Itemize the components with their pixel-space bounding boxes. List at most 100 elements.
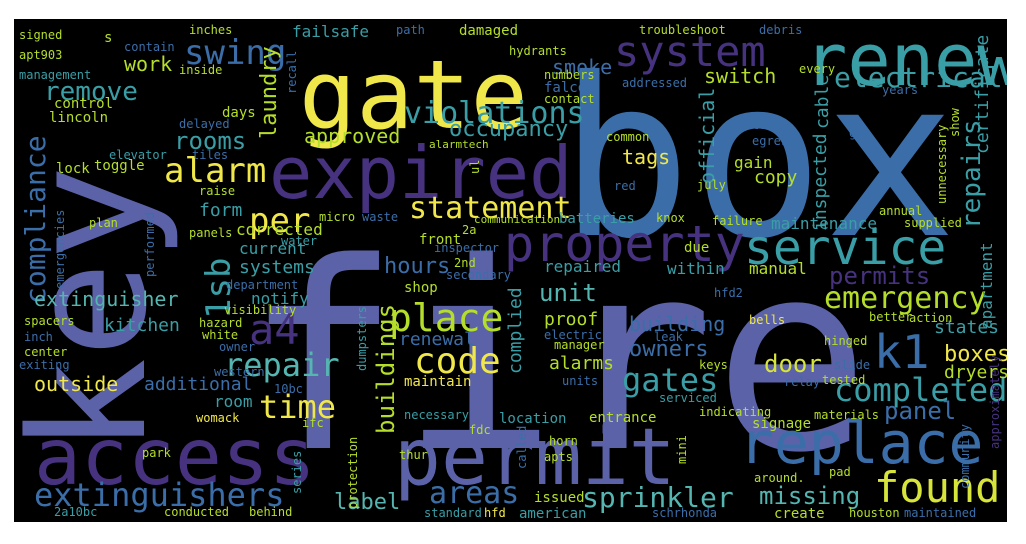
w-leak: leak [654, 330, 683, 344]
w-gas: gas [849, 126, 871, 140]
w-renewal: renewal [399, 329, 475, 350]
w-owners: owners [629, 337, 709, 362]
w-every: every [799, 62, 836, 76]
w-hours: hours [384, 254, 451, 279]
w-buildings: buildings [372, 303, 400, 434]
w-control: control [54, 96, 114, 112]
w-ifc: ifc [302, 416, 324, 430]
w-issued: issued [534, 490, 585, 506]
w-alarmtech: alarmtech [429, 138, 489, 151]
w-laundry: laundry [257, 46, 282, 139]
w-electrical: electrical [834, 61, 1003, 94]
w-lock: lock [56, 161, 90, 177]
w-elevator: elevator [109, 148, 167, 162]
w-troubleshoot: troubleshoot [639, 23, 726, 37]
w-shop: shop [404, 280, 438, 296]
w-batteries: batteries [559, 211, 635, 227]
w-due: due [684, 240, 710, 256]
w-extinguisher: extinguisher [34, 287, 179, 311]
w-10bc: 10bc [274, 382, 303, 396]
w-western: western [214, 365, 265, 379]
w-water: water [281, 234, 318, 248]
w-womack: womack [196, 411, 240, 425]
w-toggle: toggle [94, 158, 145, 174]
w-kitchen: kitchen [104, 315, 180, 336]
w-notify: notify [251, 289, 309, 308]
w-front: front [419, 232, 462, 248]
w-create: create [774, 506, 825, 522]
w-action: action [909, 311, 953, 325]
w-boxes: boxes [944, 342, 1007, 367]
w-recall: recall [285, 50, 299, 94]
w-failure: failure [712, 214, 763, 228]
w-bells: bells [749, 313, 786, 327]
w-fire: fire [244, 208, 871, 510]
w-official: official [695, 87, 719, 184]
w-cable: cable [812, 74, 833, 129]
w-signed: signed [19, 28, 63, 42]
w-code: code [414, 341, 501, 382]
w-panel: panel [884, 397, 957, 425]
w-signage: signage [752, 416, 812, 432]
w-show: show [948, 108, 962, 137]
w-found: found [874, 463, 1001, 512]
w-approximately: approximately [988, 355, 1002, 449]
w-ul: ul [468, 159, 482, 174]
w-gain: gain [734, 153, 773, 172]
w-swing: swing [184, 33, 287, 73]
w-department: department [226, 278, 299, 292]
w-place: place [389, 296, 504, 340]
w-protection: protection [346, 436, 360, 509]
w-waste: waste [362, 210, 399, 224]
w-access: access [34, 413, 316, 503]
w-a4: a4 [249, 305, 300, 354]
w-performed: performed [143, 211, 157, 277]
w-materials: materials [814, 408, 880, 422]
w-replace: replace [739, 409, 984, 477]
w-houston: houston [849, 506, 900, 520]
w-indicating: indicating [699, 405, 772, 419]
w-mini: mini [675, 435, 689, 464]
w-slide: slide [834, 358, 871, 372]
w-apt903: apt903 [19, 48, 63, 62]
w-maintained: maintained [904, 506, 977, 520]
w-falcon: falcon [544, 80, 595, 96]
w-corrected: corrected [236, 220, 323, 239]
w-hinged: hinged [824, 334, 868, 348]
w-electric: electric [544, 328, 602, 342]
w-entrance: entrance [589, 410, 657, 426]
w-units: units [562, 374, 599, 388]
w-alarm: alarm [164, 151, 267, 191]
w-areas: areas [429, 476, 520, 511]
w-label: label [334, 490, 401, 515]
w-extinguishers: extinguishers [34, 476, 285, 514]
w-american: american [519, 506, 587, 522]
word-cloud: key box fire gate renew system expired p… [14, 19, 1007, 522]
w-contain: contain [124, 40, 175, 54]
w-damaged: damaged [459, 23, 519, 39]
w-apartment: apartment [977, 242, 996, 329]
w-k1: k1 [874, 325, 930, 379]
w-secondary: secondary [446, 268, 512, 282]
w-pad: pad [829, 465, 851, 479]
w-compliance: compliance [19, 135, 52, 304]
w-flow: flow [622, 115, 651, 129]
w-thur: thur [399, 448, 428, 462]
w-delayed: delayed [179, 117, 230, 131]
w-2a10bc: 2a10bc [54, 505, 98, 519]
w-gate: gate [299, 41, 528, 151]
w-complied: complied [505, 287, 526, 374]
w-debris: debris [759, 23, 803, 37]
w-spacers: spacers [24, 314, 75, 328]
w-horn: horn [549, 434, 578, 448]
w-fdc: fdc [469, 423, 491, 437]
w-box: box [559, 31, 957, 287]
w-conducted: conducted [164, 505, 230, 519]
w-hfd2: hfd2 [714, 286, 743, 300]
w-building: building [629, 312, 726, 336]
w-gates: gates [622, 361, 719, 399]
w-location: location [499, 411, 567, 427]
w-path: path [396, 23, 425, 37]
w-days: days [222, 105, 256, 121]
w-communication: communication [474, 213, 561, 226]
